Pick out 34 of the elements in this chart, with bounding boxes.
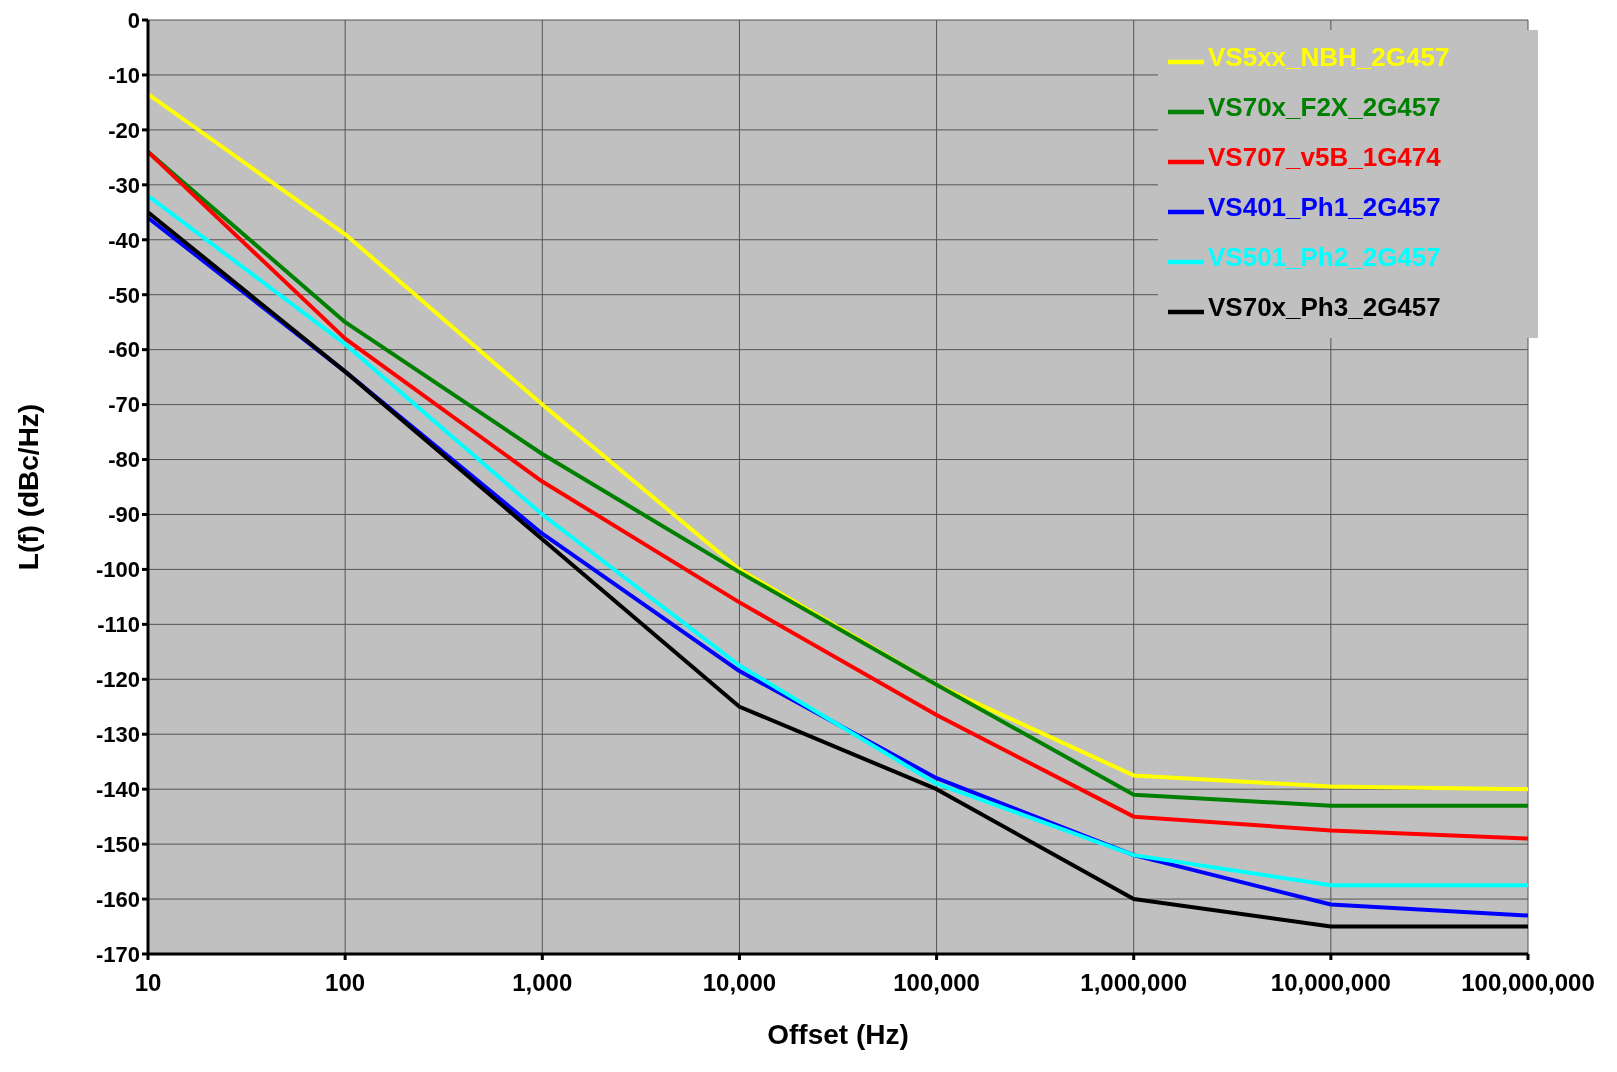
x-tick-label: 1,000 xyxy=(512,969,573,997)
x-tick-label: 10 xyxy=(134,969,162,997)
legend-label: VS501_Ph2_2G457 xyxy=(1208,242,1441,272)
y-tick-label: -70 xyxy=(108,392,140,418)
y-tick-label: -10 xyxy=(108,62,140,88)
y-tick-label: -80 xyxy=(108,447,140,473)
y-tick-label: -140 xyxy=(95,776,140,802)
x-tick-label: 10,000 xyxy=(702,969,777,997)
legend-label: VS401_Ph1_2G457 xyxy=(1208,192,1441,222)
y-tick-label: -120 xyxy=(95,667,140,693)
x-tick-label: 1,000,000 xyxy=(1080,969,1188,997)
y-tick-label: -150 xyxy=(95,831,140,857)
legend-label: VS70x_Ph3_2G457 xyxy=(1208,292,1441,322)
y-tick-label: 0 xyxy=(127,7,140,33)
y-tick-label: -40 xyxy=(108,227,140,253)
x-tick-label: 10,000,000 xyxy=(1270,969,1391,997)
y-tick-label: -50 xyxy=(108,282,140,308)
legend-label: VS5xx_NBH_2G457 xyxy=(1208,42,1450,72)
y-tick-label: -130 xyxy=(95,722,140,748)
y-tick-label: -90 xyxy=(108,502,140,528)
y-tick-label: -20 xyxy=(108,117,140,143)
legend-label: VS70x_F2X_2G457 xyxy=(1208,92,1441,122)
y-tick-label: -60 xyxy=(108,337,140,363)
y-tick-label: -30 xyxy=(108,172,140,198)
x-tick-label: 100,000,000 xyxy=(1461,969,1595,997)
x-tick-label: 100 xyxy=(325,969,366,997)
legend-label: VS707_v5B_1G474 xyxy=(1208,142,1441,172)
y-axis-title: L(f) (dBc/Hz) xyxy=(12,403,44,571)
y-tick-label: -100 xyxy=(95,557,140,583)
x-axis-title: Offset (Hz) xyxy=(767,1019,909,1050)
y-tick-label: -160 xyxy=(95,886,140,912)
y-tick-label: -170 xyxy=(95,941,140,967)
y-tick-label: -110 xyxy=(97,612,140,638)
x-tick-label: 100,000 xyxy=(893,969,980,997)
